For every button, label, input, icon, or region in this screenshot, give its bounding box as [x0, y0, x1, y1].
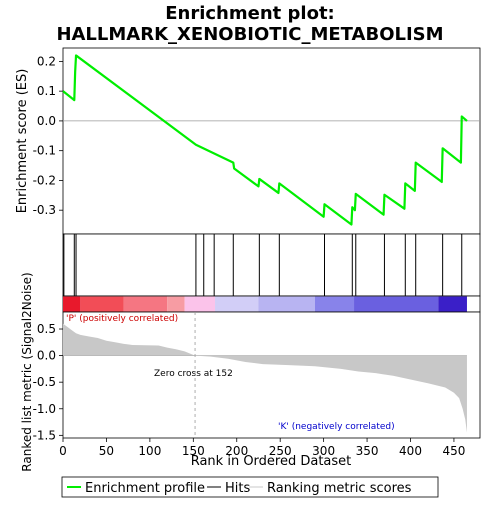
colorbar-group [63, 296, 467, 312]
annotation-positive: 'P' (positively correlated) [66, 314, 178, 324]
metric-ytick-label: 0.5 [37, 322, 56, 336]
xtick-label: 300 [312, 444, 335, 458]
annotation-negative: 'K' (negatively correlated) [278, 422, 395, 432]
es-ytick-label: -0.2 [33, 173, 56, 187]
colorbar-segment [123, 296, 168, 312]
colorbar-segment [63, 296, 81, 312]
metric-ytick-label: -0.5 [33, 375, 56, 389]
y-axis-label-es: Enrichment score (ES) [15, 69, 30, 214]
legend-label-hits: Hits [225, 481, 250, 496]
hits-panel-frame [62, 233, 481, 297]
metric-ytick-label: -1.0 [33, 402, 56, 416]
xtick-label: 200 [225, 444, 248, 458]
xtick-label: 350 [356, 444, 379, 458]
xtick-label: 50 [99, 444, 114, 458]
legend-label-metric: Ranking metric scores [267, 481, 412, 496]
es-y-axis-ticks: 0.2 0.1 0.0 -0.1 -0.2 -0.3 [33, 54, 63, 217]
xtick-label: 250 [269, 444, 292, 458]
metric-ytick-label: -1.5 [33, 428, 56, 442]
es-ytick-label: -0.3 [33, 203, 56, 217]
xtick-label: 0 [59, 444, 67, 458]
es-ytick-label: 0.1 [37, 84, 56, 98]
colorbar-segment [184, 296, 216, 312]
colorbar-segment [438, 296, 467, 312]
colorbar-segment [258, 296, 315, 312]
xtick-label: 100 [138, 444, 161, 458]
metric-ytick-label: 0.0 [37, 349, 56, 363]
chart-subtitle: HALLMARK_XENOBIOTIC_METABOLISM [56, 24, 443, 45]
es-panel-frame [62, 47, 481, 235]
metric-group [63, 323, 467, 433]
metric-area [63, 323, 467, 433]
es-ytick-label: -0.1 [33, 144, 56, 158]
y-axis-label-metric: Ranked list metric (Signal2Noise) [20, 272, 34, 471]
colorbar-segment [354, 296, 439, 312]
colorbar-segment [80, 296, 124, 312]
hits-group [63, 234, 463, 296]
legend-label-profile: Enrichment profile [85, 481, 205, 496]
es-ytick-label: 0.2 [37, 54, 56, 68]
es-profile-group [62, 54, 468, 226]
colorbar-segment [167, 296, 185, 312]
xtick-label: 150 [182, 444, 205, 458]
es-profile-line [62, 54, 468, 226]
x-axis-ticks: 0 50 100 150 200 250 300 350 400 450 [59, 438, 465, 458]
colorbar-segment [215, 296, 259, 312]
xtick-label: 400 [399, 444, 422, 458]
chart-title: Enrichment plot: [165, 3, 335, 24]
x-axis-label: Rank in Ordered Dataset [191, 454, 352, 469]
colorbar-segment [314, 296, 355, 312]
es-ytick-label: 0.0 [37, 114, 56, 128]
xtick-label: 450 [442, 444, 465, 458]
annotation-zero-cross: Zero cross at 152 [154, 369, 233, 379]
metric-y-axis-ticks: 0.5 0.0 -0.5 -1.0 -1.5 [33, 322, 63, 442]
